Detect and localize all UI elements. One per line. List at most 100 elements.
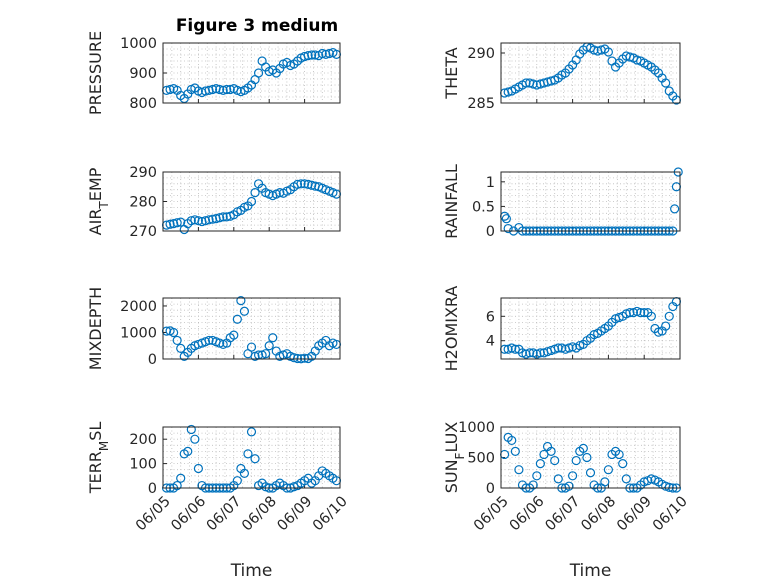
axes-box (162, 297, 341, 360)
data-point (317, 48, 327, 59)
data-point (528, 79, 538, 89)
data-point (253, 68, 264, 78)
subplot-rainfall: 0 0.5 1 RAINFALL (442, 164, 683, 240)
data-point (172, 335, 182, 346)
axes-box (162, 171, 341, 232)
data-point (232, 476, 242, 486)
data-point (510, 344, 520, 354)
y-axis-label: SUNFLUX (442, 422, 467, 494)
subplot-mixdepth: 0 1000 2000 MIXDEPTH (86, 287, 342, 370)
figure-title: Figure 3 medium (176, 16, 338, 36)
data-point (310, 50, 320, 60)
data-point (215, 84, 225, 95)
data-point (528, 480, 538, 490)
data-point (176, 473, 186, 483)
subplot-theta: 285 290 THETA (442, 42, 682, 112)
x-tick-label: 06/09 (275, 494, 316, 535)
data-point (264, 341, 274, 351)
y-axis-label: THETA (442, 47, 461, 99)
data-point (664, 311, 674, 321)
data-point (582, 452, 592, 463)
y-tick-label: 1000 (120, 36, 157, 52)
data-point (193, 463, 203, 474)
y-tick-label: 290 (467, 46, 495, 62)
y-tick-label: 1000 (120, 325, 157, 341)
data-point (239, 306, 250, 316)
data-point (176, 343, 186, 353)
y-axis-label: MIXDEPTH (86, 287, 105, 370)
data-point (510, 446, 520, 456)
y-tick-label: 280 (129, 195, 157, 211)
data-point (621, 474, 631, 484)
data-point (183, 446, 193, 456)
data-point (246, 427, 257, 437)
x-tick-label: 06/08 (578, 494, 619, 535)
series-markers (161, 424, 342, 493)
data-point (603, 47, 614, 57)
y-tick-label: 2000 (120, 299, 157, 315)
data-point (261, 349, 271, 359)
series-markers (499, 42, 682, 105)
data-point (567, 471, 578, 481)
data-point (268, 333, 278, 343)
y-tick-label: 290 (129, 165, 157, 181)
data-point (200, 216, 211, 226)
y-tick-label: 800 (129, 96, 157, 112)
data-point (172, 218, 182, 228)
data-point (186, 424, 196, 435)
data-point (190, 434, 200, 444)
series-markers (161, 179, 342, 235)
data-point (204, 215, 214, 225)
data-point (503, 223, 513, 234)
data-point (578, 443, 588, 453)
data-point (307, 50, 317, 60)
y-axis-label: H2OMIXRA (442, 286, 461, 372)
data-point (204, 335, 214, 346)
x-tick-label: 06/06 (507, 494, 548, 535)
data-point (169, 327, 179, 338)
series-markers (161, 47, 342, 104)
data-point (535, 348, 545, 358)
y-tick-label: 1 (486, 175, 495, 191)
data-point (603, 465, 614, 475)
data-point (589, 45, 599, 55)
y-tick-label: 1000 (458, 420, 495, 436)
y-tick-label: 4 (486, 334, 495, 350)
data-point (614, 449, 624, 460)
data-point (507, 435, 517, 446)
data-point (236, 296, 246, 306)
x-tick-label: 06/10 (650, 494, 691, 535)
data-point (636, 308, 646, 318)
subplot-pressure: 800 900 1000 PRESSURE (86, 31, 342, 115)
data-point (193, 216, 203, 226)
data-point (585, 468, 596, 478)
data-point (553, 343, 563, 353)
data-point (243, 449, 253, 459)
data-point (296, 179, 306, 189)
y-axis-label: RAINFALL (442, 164, 461, 239)
y-tick-label: 0.5 (472, 199, 495, 215)
data-point (246, 196, 257, 207)
x-axis-label: Time (230, 561, 273, 581)
data-point (535, 459, 545, 469)
data-point (250, 188, 260, 198)
data-point (546, 446, 556, 456)
data-point (550, 455, 560, 466)
data-point (525, 348, 535, 358)
data-point (661, 78, 671, 88)
axes-box (162, 42, 341, 104)
data-point (289, 353, 299, 363)
data-point (532, 471, 542, 481)
data-point (172, 480, 182, 491)
y-tick-label: 0 (148, 352, 157, 368)
axes-box (500, 171, 681, 232)
y-axis-label: TERRMSL (86, 422, 111, 495)
data-point (625, 308, 635, 318)
y-tick-label: 200 (129, 432, 157, 448)
data-point (639, 308, 649, 318)
data-point (169, 219, 179, 229)
data-point (222, 84, 232, 95)
